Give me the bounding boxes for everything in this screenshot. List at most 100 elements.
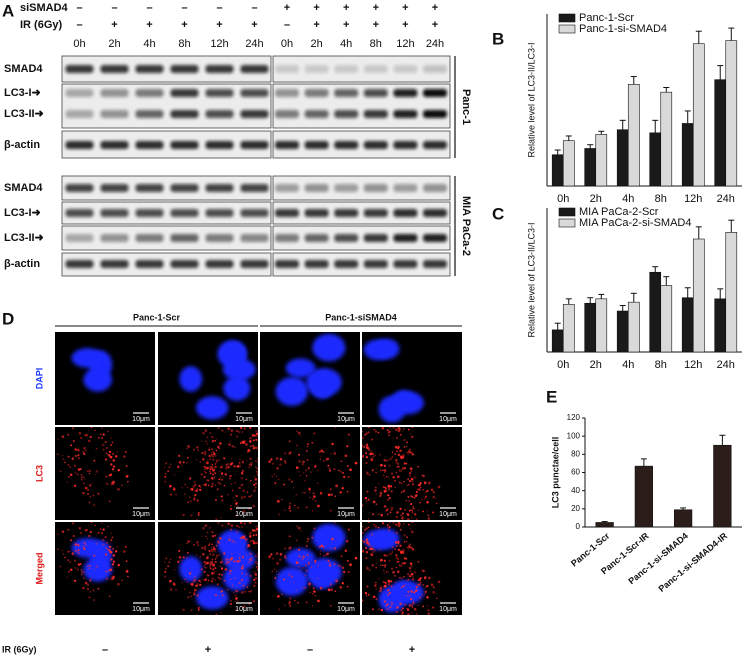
lc3-punctum [400, 609, 403, 612]
lc3-punctum [369, 452, 373, 456]
y-tick-label: 0 [576, 522, 581, 531]
lc3-punctum [367, 526, 370, 529]
lc3-punctum [220, 495, 223, 498]
lc3-punctum [398, 623, 399, 624]
lc3-punctum [311, 592, 314, 595]
bar [562, 140, 575, 187]
lc3-punctum [217, 445, 220, 449]
lc3-punctum [401, 525, 404, 527]
band-label: LC3-I➜ [4, 87, 41, 99]
lc3-punctum [347, 475, 350, 478]
lc3-punctum [409, 567, 411, 569]
lc3-punctum [104, 553, 107, 556]
lc3-punctum [110, 437, 112, 439]
lc3-punctum [215, 556, 218, 559]
band [240, 260, 269, 268]
lc3-punctum [421, 474, 423, 476]
lc3-punctum [295, 430, 298, 433]
lc3-punctum [283, 483, 286, 486]
lc3-punctum [221, 478, 223, 481]
lc3-punctum [363, 540, 366, 543]
lc3-punctum [388, 616, 390, 618]
lc3-punctum [246, 586, 249, 588]
band [275, 110, 299, 118]
lc3-punctum [428, 482, 431, 485]
row-label: Merged [34, 552, 44, 584]
lc3-punctum [417, 484, 420, 487]
lc3-punctum [408, 451, 411, 454]
lc3-punctum [258, 437, 260, 439]
lc3-punctum [234, 568, 236, 570]
lc3-punctum [372, 456, 374, 458]
lc3-punctum [192, 485, 195, 488]
lc3-punctum [109, 455, 113, 459]
band [334, 234, 359, 242]
lc3-punctum [205, 566, 208, 569]
nucleus [285, 358, 316, 378]
y-tick-label: 80 [571, 449, 580, 458]
lc3-punctum [383, 505, 387, 508]
lc3-punctum [425, 492, 427, 494]
lc3-punctum [400, 577, 403, 580]
lc3-punctum [373, 454, 376, 457]
band [135, 209, 164, 217]
lc3-punctum [212, 451, 215, 454]
lc3-punctum [302, 555, 305, 559]
lc3-punctum [303, 567, 305, 569]
lc3-punctum [383, 459, 386, 462]
lc3-punctum [375, 584, 377, 586]
lc3-punctum [331, 537, 334, 541]
lc3-punctum [338, 469, 340, 472]
lc3-punctum [188, 572, 192, 575]
lc3-punctum [83, 573, 86, 575]
lc3-punctum [411, 427, 413, 428]
lc3-punctum [207, 555, 209, 557]
blot-box [272, 225, 451, 251]
lc3-punctum [108, 595, 111, 598]
panel-label: D [2, 309, 14, 328]
bar [584, 302, 597, 353]
lc3-punctum [380, 608, 384, 612]
lc3-punctum [268, 460, 271, 464]
lc3-punctum [273, 568, 276, 571]
lc3-punctum [388, 496, 391, 500]
x-tick-label: 12h [684, 359, 702, 371]
lc3-punctum [400, 618, 402, 620]
lc3-punctum [67, 559, 69, 561]
lc3-punctum [401, 517, 404, 520]
lc3-punctum [211, 478, 214, 481]
band [363, 260, 388, 268]
lc3-punctum [289, 509, 292, 512]
lc3-punctum [406, 536, 409, 539]
lc3-punctum [397, 522, 401, 524]
lc3-punctum [391, 602, 395, 605]
lc3-punctum [204, 571, 206, 573]
lc3-punctum [77, 552, 80, 555]
band [275, 141, 299, 149]
lc3-punctum [427, 514, 430, 517]
lc3-punctum [394, 575, 396, 577]
band [334, 141, 359, 149]
lc3-punctum [241, 578, 244, 581]
lc3-punctum [110, 579, 112, 581]
nucleus [83, 557, 112, 582]
band [363, 141, 388, 149]
lc3-punctum [322, 545, 325, 549]
lc3-punctum [409, 472, 411, 474]
lc3-punctum [408, 448, 412, 451]
treatment-sign: – [216, 2, 222, 14]
lc3-punctum [189, 487, 193, 491]
lc3-punctum [409, 475, 412, 477]
lc3-punctum [230, 457, 233, 460]
lc3-punctum [406, 546, 408, 549]
lc3-punctum [430, 488, 434, 492]
lc3-punctum [398, 560, 400, 563]
lc3-punctum [77, 549, 80, 552]
lc3-punctum [250, 556, 253, 559]
lc3-punctum [111, 536, 114, 539]
lc3-punctum [214, 439, 217, 442]
lc3-punctum [243, 590, 246, 593]
lc3-punctum [255, 466, 257, 468]
lc3-punctum [89, 436, 92, 438]
lc3-punctum [371, 608, 375, 611]
